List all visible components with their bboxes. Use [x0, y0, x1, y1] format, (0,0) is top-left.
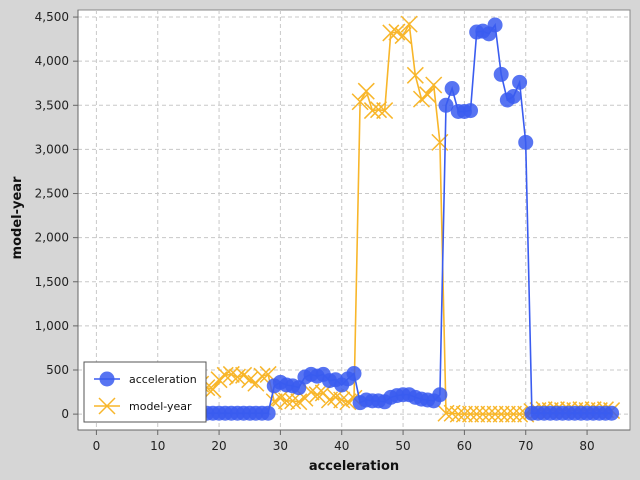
x-tick-label: 20 [211, 439, 226, 453]
legend-marker [98, 397, 116, 415]
data-point [438, 97, 454, 113]
data-point [204, 380, 222, 398]
data-point [487, 17, 503, 33]
legend-entry-model-year: model-year [94, 397, 192, 415]
data-point [260, 405, 276, 421]
data-point [505, 88, 521, 104]
y-tick-label: 3,500 [35, 98, 69, 112]
x-tick-label: 10 [150, 439, 165, 453]
x-tick-label: 50 [395, 439, 410, 453]
axes [77, 10, 630, 431]
data-point [400, 15, 418, 33]
data-point [480, 405, 498, 423]
data-point [376, 102, 394, 120]
data-point [604, 405, 620, 421]
y-tick-label: 4,500 [35, 10, 69, 24]
legend-label: model-year [129, 400, 192, 413]
legend-marker [99, 371, 115, 387]
data-point [486, 405, 504, 423]
data-point [351, 93, 369, 111]
data-point [320, 391, 338, 409]
data-point [406, 66, 424, 84]
x-axis-title: acceleration [309, 459, 399, 474]
data-point [363, 102, 381, 120]
data-point [394, 27, 412, 45]
x-tick-label: 70 [518, 439, 533, 453]
y-tick-label: 2,000 [35, 231, 69, 245]
data-point [468, 405, 486, 423]
x-tick-label: 30 [273, 439, 288, 453]
y-tick-label: 500 [46, 363, 69, 377]
data-point [498, 405, 516, 423]
legend-entry-acceleration: acceleration [94, 371, 197, 387]
ticks: 0 10 20 30 40 50 60 70 80 0 500 1,000 1,500 2,000 2,50… [35, 10, 595, 453]
data-point [346, 366, 362, 382]
data-point [357, 82, 375, 100]
y-axis-title: model-year [10, 176, 25, 260]
y-tick-label: 4,000 [35, 54, 69, 68]
data-point [518, 134, 534, 150]
data-point [253, 367, 271, 385]
data-point [492, 405, 510, 423]
data-point [444, 81, 460, 97]
x-tick-label: 0 [93, 439, 101, 453]
y-tick-label: 0 [61, 407, 69, 421]
x-tick-label: 60 [457, 439, 472, 453]
data-point [493, 66, 509, 82]
x-tick-label: 80 [579, 439, 594, 453]
data-point [425, 76, 443, 94]
legend-box [83, 361, 207, 423]
y-tick-label: 3,000 [35, 142, 69, 156]
legend: acceleration model-year [83, 361, 207, 423]
x-tick-label: 40 [334, 439, 349, 453]
data-point [449, 405, 467, 423]
legend-label: acceleration [129, 373, 197, 386]
data-point [432, 387, 448, 403]
data-point [512, 74, 528, 90]
data-point [462, 405, 480, 423]
data-point [455, 405, 473, 423]
data-point [419, 86, 437, 104]
data-point [370, 101, 388, 119]
y-tick-label: 2,500 [35, 187, 69, 201]
data-point [308, 386, 326, 404]
series-group [149, 15, 621, 423]
y-tick-label: 1,500 [35, 275, 69, 289]
data-point [504, 405, 522, 423]
y-tick-label: 1,000 [35, 319, 69, 333]
data-point [474, 405, 492, 423]
data-point [463, 103, 479, 119]
